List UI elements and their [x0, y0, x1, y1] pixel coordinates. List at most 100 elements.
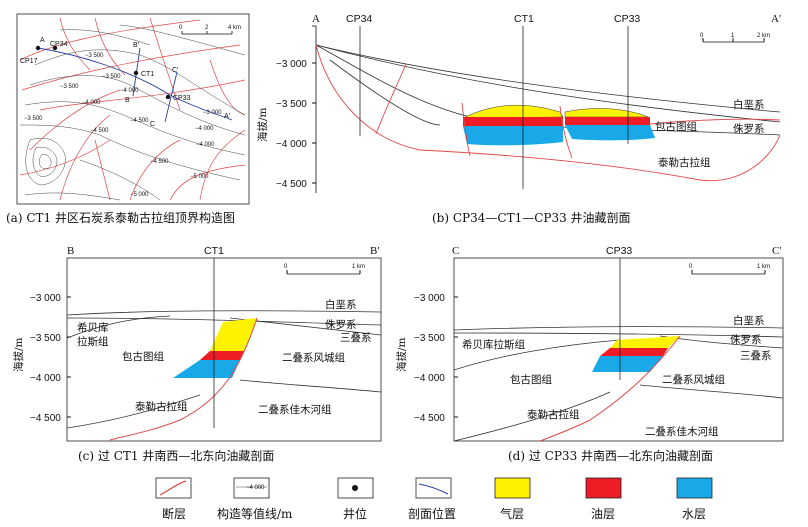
legend-water: 水层: [676, 477, 713, 521]
svg-text:−4 500: −4 500: [150, 159, 169, 165]
svg-text:拉斯组: 拉斯组: [77, 335, 109, 348]
svg-text:−4 000: −4 000: [276, 139, 307, 150]
svg-text:白垩系: 白垩系: [325, 298, 357, 311]
svg-text:气层: 气层: [500, 506, 524, 521]
svg-text:0: 0: [689, 264, 693, 270]
map-letter-b: B: [125, 97, 130, 104]
map-wells: [35, 45, 171, 100]
b-reservoir-right: [564, 108, 655, 141]
legend-oil: 油层: [585, 477, 622, 521]
svg-text:侏罗系: 侏罗系: [733, 123, 765, 135]
svg-text:−4 000: −4 000: [82, 100, 101, 106]
svg-text:0: 0: [179, 25, 183, 31]
svg-text:1 km: 1 km: [757, 264, 770, 270]
d-scale-bar: 0 1 km: [689, 264, 770, 275]
svg-text:−4 000: −4 000: [246, 485, 265, 491]
svg-text:−3 000: −3 000: [203, 110, 222, 116]
panel-d-section: C C′ CP33 −3 000 −3 500 −4 000 −4 500 海拔…: [395, 245, 784, 442]
svg-text:−5 000: −5 000: [130, 192, 149, 198]
svg-text:−4 000: −4 000: [120, 88, 139, 94]
svg-text:三叠系: 三叠系: [740, 350, 772, 362]
b-unit-labels: 白垩系 侏罗系 包古图组 泰勒古拉组: [655, 98, 765, 169]
panel-d-caption: (d) 过 CP33 井南西—北东向油藏剖面: [508, 448, 713, 463]
b-reservoir-left: [462, 104, 564, 146]
svg-text:−4 000: −4 000: [414, 373, 445, 384]
svg-text:−3 500: −3 500: [85, 53, 104, 59]
map-well-cp33: CP33: [173, 95, 191, 102]
svg-text:剖面位置: 剖面位置: [408, 506, 456, 521]
d-right-end: C′: [772, 245, 782, 257]
svg-text:−3 000: −3 000: [414, 293, 445, 304]
panel-b-caption: (b) CP34—CT1—CP33 井油藏剖面: [432, 211, 631, 225]
map-well-cp34: CP34: [50, 41, 68, 48]
svg-text:断层: 断层: [162, 506, 186, 521]
svg-text:1 km: 1 km: [352, 264, 365, 270]
legend: 断层 −4 000 构造等值线/m 井位 剖面位置 气层 油层 水层: [155, 477, 713, 521]
svg-text:希贝库: 希贝库: [77, 321, 109, 334]
map-letter-a: A: [40, 37, 45, 44]
c-reservoir: [173, 318, 257, 378]
c-right-end: B′: [370, 245, 380, 257]
panel-a-caption: (a) CT1 井区石炭系泰勒古拉组顶界构造图: [6, 210, 235, 225]
svg-text:−3 500: −3 500: [102, 74, 121, 80]
map-contours: [19, 24, 246, 201]
d-well-cp33: CP33: [606, 245, 632, 257]
b-ylabel: 海拔/m: [256, 107, 269, 142]
svg-text:−3 000: −3 000: [276, 59, 307, 70]
svg-text:−3 500: −3 500: [30, 333, 61, 344]
svg-text:−4 000: −4 000: [196, 142, 215, 148]
b-faults: [315, 44, 781, 182]
svg-text:−4 500: −4 500: [130, 118, 149, 124]
legend-fault: 断层: [155, 477, 192, 521]
legend-section-line: 剖面位置: [408, 477, 456, 521]
b-well-cp33: CP33: [614, 13, 640, 25]
panel-c-caption: (c) 过 CT1 井南西—北东向油藏剖面: [78, 448, 274, 463]
svg-text:4 km: 4 km: [228, 25, 241, 31]
svg-text:−4 000: −4 000: [195, 126, 214, 132]
d-reservoir: [592, 336, 680, 372]
legend-gas: 气层: [494, 477, 531, 521]
svg-text:二叠系佳木河组: 二叠系佳木河组: [258, 403, 332, 416]
svg-text:−4 000: −4 000: [30, 373, 61, 384]
svg-text:−3 500: −3 500: [414, 333, 445, 344]
svg-text:−3 000: −3 000: [30, 293, 61, 304]
svg-text:二叠系风城组: 二叠系风城组: [282, 351, 345, 364]
svg-text:希贝库拉斯组: 希贝库拉斯组: [462, 338, 525, 351]
svg-text:二叠系风城组: 二叠系风城组: [662, 373, 725, 386]
svg-text:0: 0: [700, 33, 704, 39]
panel-b-section: A A′ CP34 CT1 CP33 −3 000 −3 500 −4 000 …: [256, 13, 781, 193]
svg-text:泰勒古拉组: 泰勒古拉组: [135, 400, 188, 413]
legend-well: 井位: [337, 477, 374, 521]
svg-text:白垩系: 白垩系: [733, 98, 765, 111]
b-scale-bar: 0 1 2 km: [700, 33, 770, 43]
map-well-cp17: CP17: [20, 58, 38, 65]
svg-text:−4 500: −4 500: [90, 128, 109, 134]
svg-text:−3 500: −3 500: [276, 99, 307, 110]
map-letter-a-prime: A′: [224, 113, 231, 120]
svg-text:侏罗系: 侏罗系: [325, 319, 357, 331]
b-right-end: A′: [771, 13, 781, 25]
svg-text:包古图组: 包古图组: [510, 373, 552, 386]
svg-text:1: 1: [731, 33, 735, 39]
svg-text:2 km: 2 km: [757, 33, 770, 39]
svg-text:包古图组: 包古图组: [655, 120, 697, 133]
svg-text:油层: 油层: [591, 507, 615, 521]
d-yticks: −3 000 −3 500 −4 000 −4 500: [414, 293, 458, 424]
svg-text:三叠系: 三叠系: [340, 332, 372, 344]
svg-text:−3 500: −3 500: [24, 116, 43, 122]
svg-text:包古图组: 包古图组: [122, 350, 164, 363]
c-yticks: −3 000 −3 500 −4 000 −4 500: [30, 293, 71, 424]
b-well-cp34: CP34: [346, 13, 372, 25]
map-scale-bar: 0 2 4 km: [179, 25, 241, 35]
c-well-ct1: CT1: [204, 245, 224, 257]
c-unit-labels: 白垩系 侏罗系 三叠系 希贝库 拉斯组 包古图组 二叠系风城组 泰勒古拉组 二叠…: [77, 298, 372, 416]
map-well-ct1: CT1: [141, 71, 154, 78]
svg-text:井位: 井位: [343, 506, 367, 521]
map-letter-b-prime: B′: [133, 42, 140, 49]
map-letter-c: C: [150, 121, 155, 128]
svg-text:−3 500: −3 500: [60, 84, 79, 90]
svg-text:−5 000: −5 000: [190, 174, 209, 180]
c-ylabel: 海拔/m: [12, 337, 25, 372]
map-contour-labels: −3 500 −3 500 −3 500 −4 000 −4 000 −4 50…: [24, 53, 222, 198]
svg-text:构造等值线/m: 构造等值线/m: [217, 506, 293, 521]
